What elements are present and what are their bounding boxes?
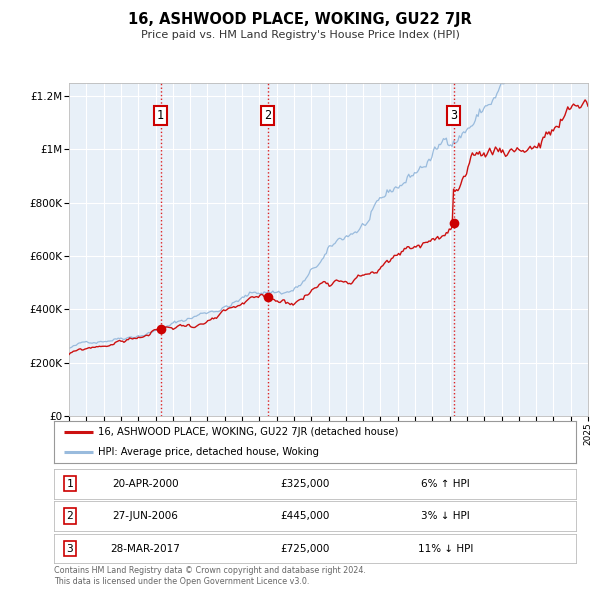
Text: £725,000: £725,000 — [280, 543, 329, 553]
Text: 11% ↓ HPI: 11% ↓ HPI — [418, 543, 473, 553]
Text: HPI: Average price, detached house, Woking: HPI: Average price, detached house, Woki… — [98, 447, 319, 457]
Text: 28-MAR-2017: 28-MAR-2017 — [110, 543, 180, 553]
Text: 27-JUN-2006: 27-JUN-2006 — [112, 511, 178, 521]
Text: Contains HM Land Registry data © Crown copyright and database right 2024.
This d: Contains HM Land Registry data © Crown c… — [54, 566, 366, 586]
Text: 3% ↓ HPI: 3% ↓ HPI — [421, 511, 470, 521]
Text: 16, ASHWOOD PLACE, WOKING, GU22 7JR (detached house): 16, ASHWOOD PLACE, WOKING, GU22 7JR (det… — [98, 427, 399, 437]
Text: 3: 3 — [66, 543, 73, 553]
Text: £445,000: £445,000 — [280, 511, 329, 521]
Text: £325,000: £325,000 — [280, 478, 329, 489]
Text: Price paid vs. HM Land Registry's House Price Index (HPI): Price paid vs. HM Land Registry's House … — [140, 30, 460, 40]
Text: 1: 1 — [157, 109, 164, 123]
Text: 3: 3 — [450, 109, 457, 123]
Text: 2: 2 — [66, 511, 73, 521]
Text: 20-APR-2000: 20-APR-2000 — [112, 478, 179, 489]
Text: 1: 1 — [66, 478, 73, 489]
Text: 16, ASHWOOD PLACE, WOKING, GU22 7JR: 16, ASHWOOD PLACE, WOKING, GU22 7JR — [128, 12, 472, 27]
Text: 2: 2 — [264, 109, 271, 123]
Text: 6% ↑ HPI: 6% ↑ HPI — [421, 478, 470, 489]
